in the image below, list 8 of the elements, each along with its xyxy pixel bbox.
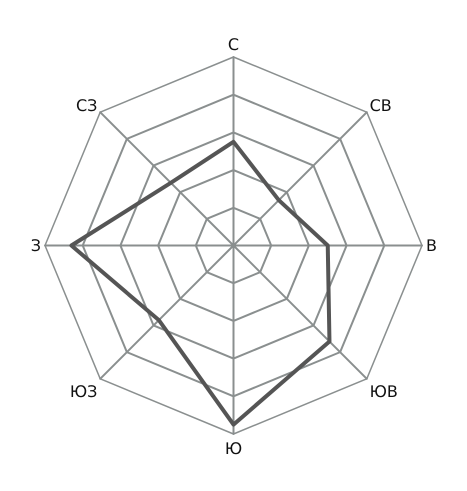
spoke-label: В [426, 236, 437, 256]
spoke-label: СЗ [76, 96, 98, 116]
spoke-label: ЮЗ [70, 382, 98, 401]
spoke-label: ЮВ [370, 382, 398, 401]
spoke-label: СВ [370, 96, 392, 116]
spoke-label: З [30, 236, 42, 256]
spoke-label: Ю [224, 438, 242, 458]
spoke-label: С [228, 34, 240, 54]
